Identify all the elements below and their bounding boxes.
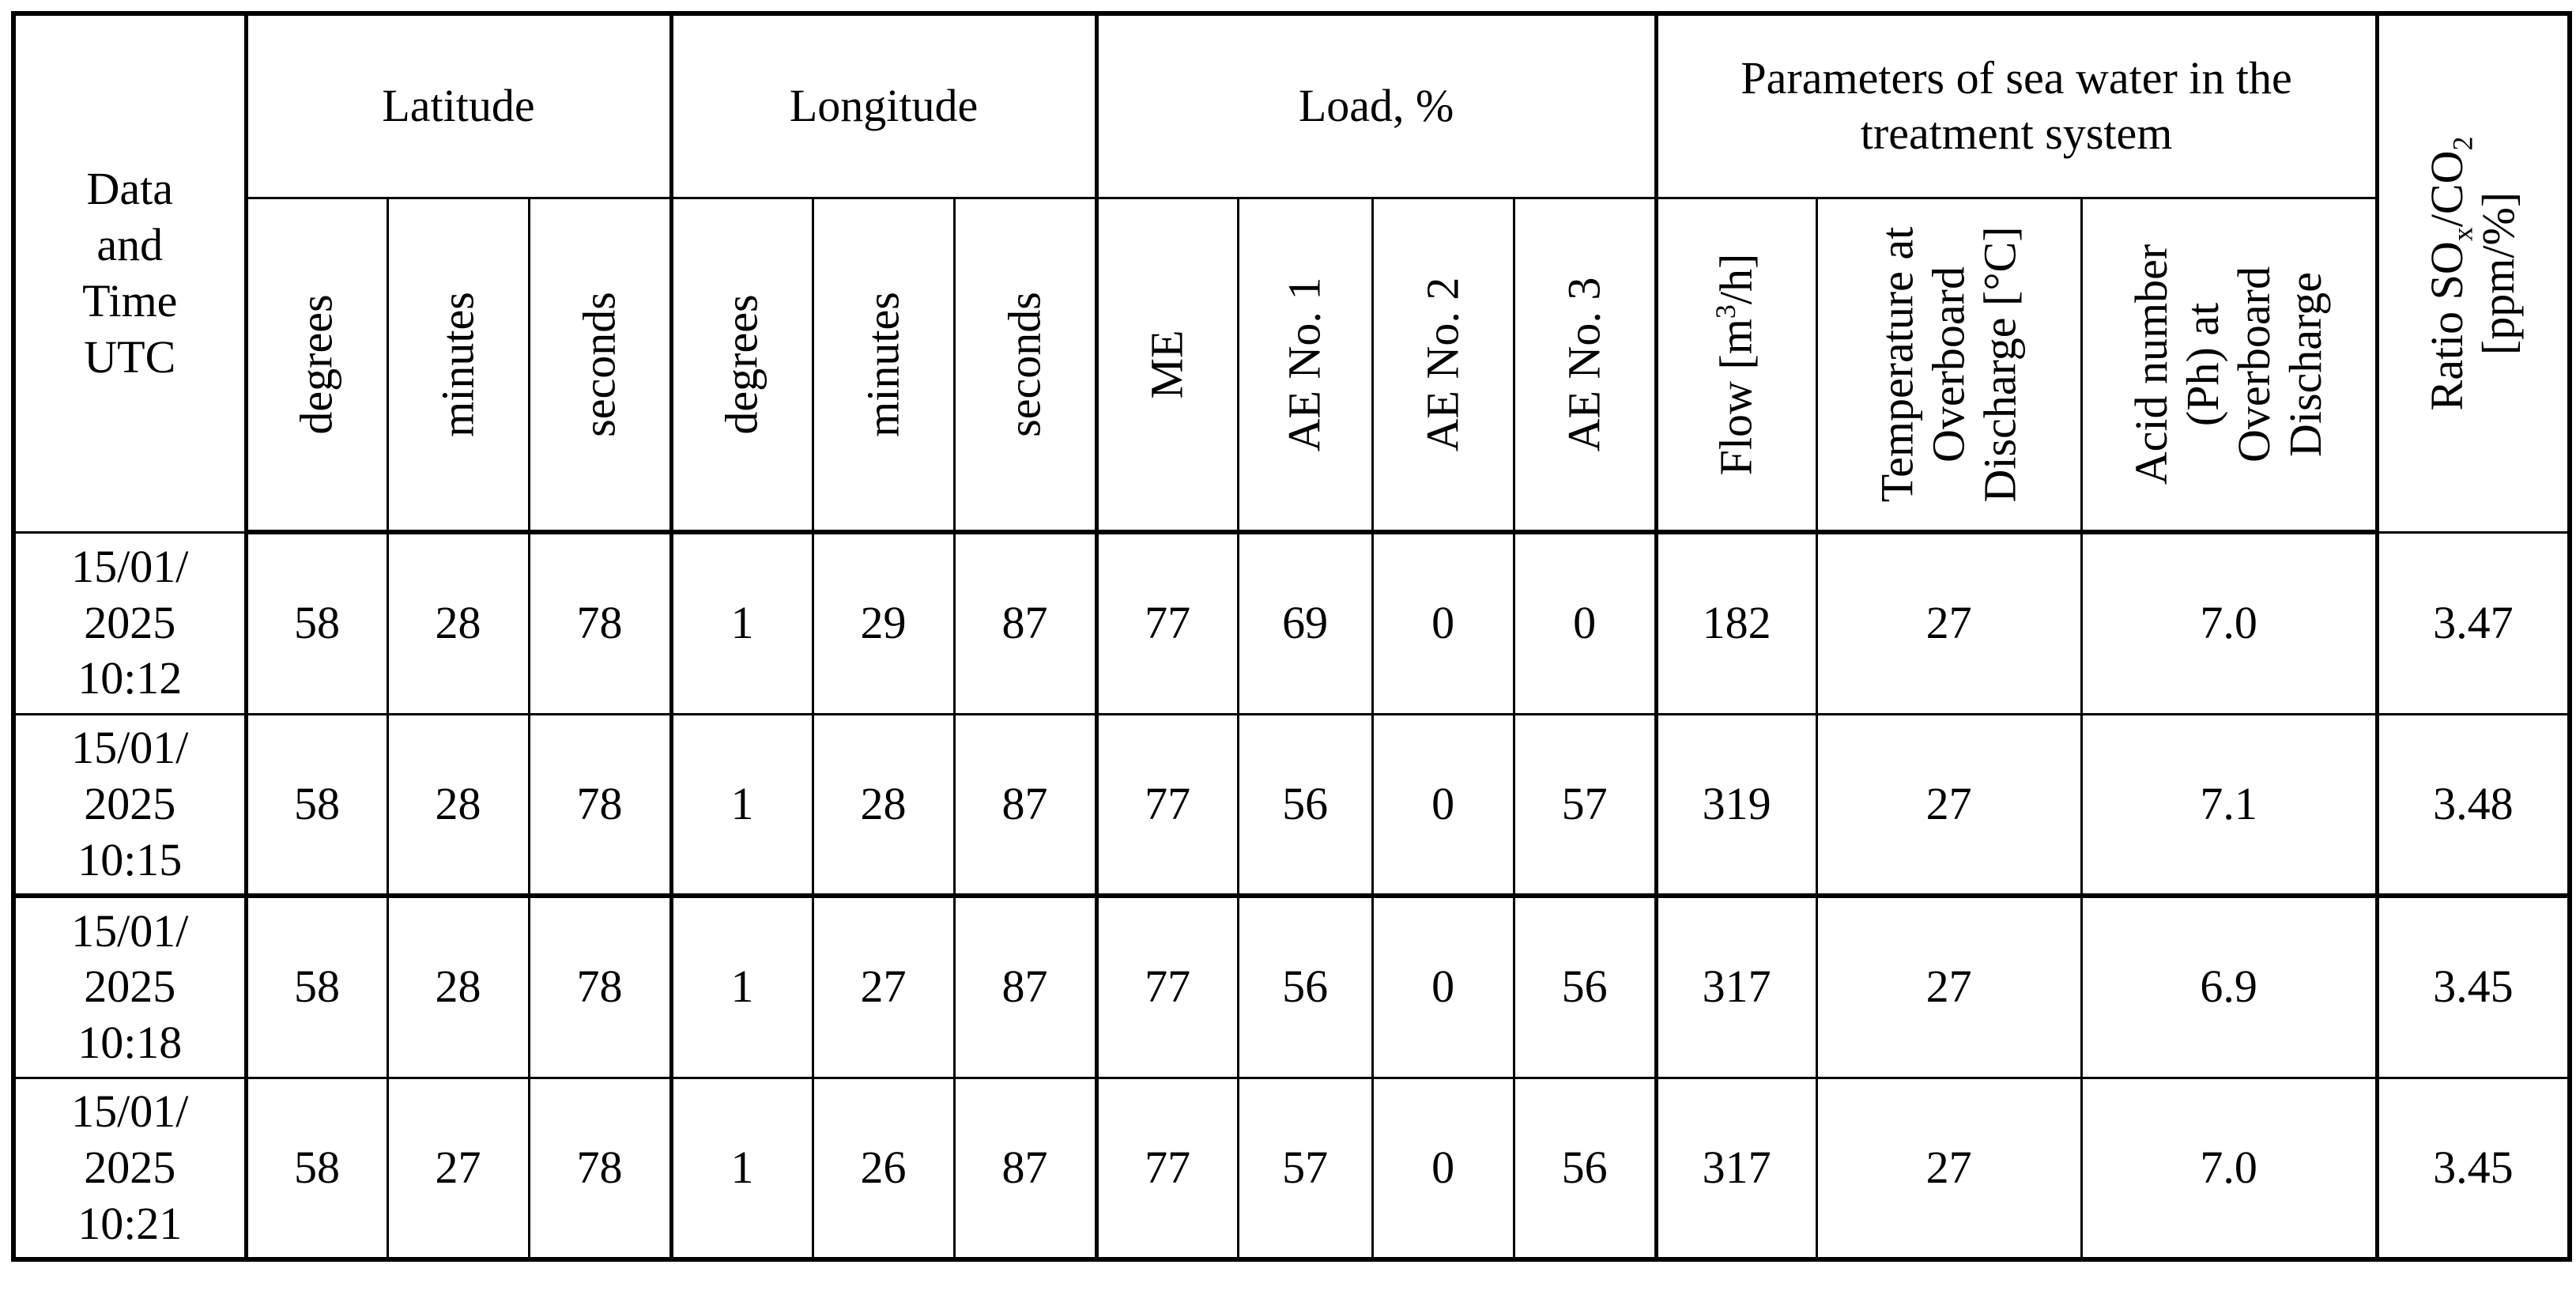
cell-ae2-load: 0 [1371,712,1515,897]
cell-ae3-load: 57 [1512,712,1658,897]
column-header-temperature: Temperature at Overboard Discharge [°C] [1815,196,2083,534]
cell-me-load: 77 [1094,1076,1239,1261]
column-header-acid-number: Acid number (Ph) at Overboard Discharge [2080,196,2378,534]
cell-temperature: 27 [1815,893,2083,1079]
cell-ae2-load: 0 [1371,530,1515,715]
cell-datetime: 15/01/ 2025 10:21 [12,1076,247,1261]
data-row-4: 15/01/ 2025 10:21 58 27 78 1 26 87 77 57… [12,1076,2571,1261]
cell-flow: 182 [1654,530,1818,715]
cell-acid-number: 6.9 [2080,893,2378,1079]
cell-me-load: 77 [1094,893,1239,1079]
ratio-units: [ppm/%] [2472,191,2524,355]
cell-lon-degrees: 1 [669,530,814,715]
cell-ae1-load: 56 [1236,893,1374,1079]
cell-temperature: 27 [1815,1076,2083,1261]
data-row-1: 15/01/ 2025 10:12 58 28 78 1 29 87 77 69… [12,530,2571,715]
cell-flow: 317 [1654,893,1818,1079]
cell-acid-number: 7.0 [2080,530,2378,715]
column-header-ae3: AE No. 3 [1512,196,1658,534]
cell-ae2-load: 0 [1371,893,1515,1079]
cell-me-load: 77 [1094,712,1239,897]
cell-lat-seconds: 78 [527,1076,673,1261]
cell-datetime: 15/01/ 2025 10:15 [12,712,247,897]
cell-ae1-load: 57 [1236,1076,1374,1261]
flow-sup-3: 3 [1710,304,1742,319]
cell-lat-minutes: 27 [386,1076,530,1261]
cell-lon-degrees: 1 [669,893,814,1079]
group-header-latitude: Latitude [243,12,673,199]
ratio-label-text2: /CO [2420,150,2472,227]
column-header-flow: Flow [m3/h] [1654,196,1818,534]
cell-lon-minutes: 29 [811,530,956,715]
column-header-me: ME [1094,196,1239,534]
cell-lon-minutes: 26 [811,1076,956,1261]
group-header-load: Load, % [1094,12,1658,199]
cell-lon-seconds: 87 [952,712,1098,897]
cell-acid-number: 7.0 [2080,1076,2378,1261]
cell-lon-seconds: 87 [952,530,1098,715]
cell-lat-degrees: 58 [243,1076,389,1261]
cell-me-load: 77 [1094,530,1239,715]
cell-ratio: 3.47 [2374,530,2571,715]
cell-acid-number: 7.1 [2080,712,2378,897]
cell-ratio: 3.45 [2374,893,2571,1079]
cell-ratio: 3.48 [2374,712,2571,897]
data-row-3: 15/01/ 2025 10:18 58 28 78 1 27 87 77 56… [12,893,2571,1079]
cell-ae1-load: 56 [1236,712,1374,897]
cell-ae3-load: 0 [1512,530,1658,715]
data-row-2: 15/01/ 2025 10:15 58 28 78 1 28 87 77 56… [12,712,2571,897]
cell-lon-minutes: 27 [811,893,956,1079]
column-header-lon-seconds: seconds [952,196,1098,534]
group-header-longitude: Longitude [669,12,1098,199]
cell-ratio: 3.45 [2374,1076,2571,1261]
cell-lon-seconds: 87 [952,1076,1098,1261]
cell-lon-seconds: 87 [952,893,1098,1079]
cell-lon-degrees: 1 [669,1076,814,1261]
cell-lat-seconds: 78 [527,530,673,715]
column-header-lon-degrees: degrees [669,196,814,534]
column-header-lon-minutes: minutes [811,196,956,534]
flow-label-text: Flow [m [1710,318,1762,476]
cell-temperature: 27 [1815,530,2083,715]
ratio-rotated-label: Ratio SOx/CO2 [ppm/%] [2420,28,2525,519]
cell-lat-minutes: 28 [386,530,530,715]
cell-lat-degrees: 58 [243,712,389,897]
cell-temperature: 27 [1815,712,2083,897]
cell-ae1-load: 69 [1236,530,1374,715]
cell-ae3-load: 56 [1512,893,1658,1079]
flow-rotated-label: Flow [m3/h] [1710,206,1763,523]
cell-datetime: 15/01/ 2025 10:12 [12,530,247,715]
cell-ae2-load: 0 [1371,1076,1515,1261]
column-header-ratio-sox-co2: Ratio SOx/CO2 [ppm/%] [2374,12,2571,534]
column-header-lat-degrees: degrees [243,196,389,534]
cell-datetime: 15/01/ 2025 10:18 [12,893,247,1079]
group-header-parameters: Parameters of sea water in the treatment… [1654,12,2378,199]
ratio-sub-2: 2 [2446,136,2479,151]
cell-lon-degrees: 1 [669,712,814,897]
ratio-label-text: Ratio SO [2420,240,2472,411]
cell-lat-seconds: 78 [527,893,673,1079]
cell-lat-minutes: 28 [386,893,530,1079]
cell-lat-degrees: 58 [243,530,389,715]
sea-water-parameters-table: Data and Time UTC Latitude Longitude Loa… [11,11,2573,1262]
sub-header-row: degrees minutes seconds degrees minutes … [13,196,2570,534]
cell-lon-minutes: 28 [811,712,956,897]
column-header-lat-seconds: seconds [527,196,673,534]
column-header-ae1: AE No. 1 [1236,196,1374,534]
group-header-row: Data and Time UTC Latitude Longitude Loa… [12,12,2571,534]
cell-flow: 319 [1654,712,1818,897]
column-header-ae2: AE No. 2 [1371,196,1515,534]
cell-lat-degrees: 58 [243,893,389,1079]
cell-ae3-load: 56 [1512,1076,1658,1261]
flow-label-text2: /h] [1710,253,1762,304]
cell-lat-minutes: 28 [386,712,530,897]
cell-lat-seconds: 78 [527,712,673,897]
cell-flow: 317 [1654,1076,1818,1261]
corner-header-data-time-utc: Data and Time UTC [12,12,247,534]
column-header-lat-minutes: minutes [386,196,530,534]
